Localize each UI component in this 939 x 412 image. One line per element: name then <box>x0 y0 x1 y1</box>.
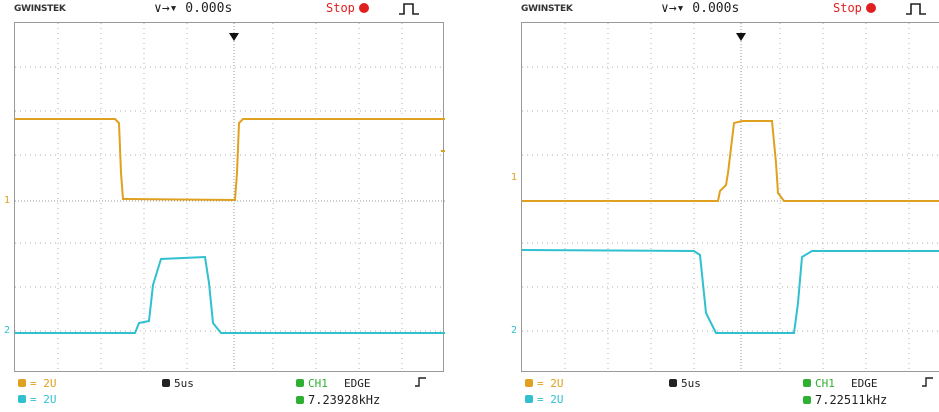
rising-edge-icon <box>415 377 426 387</box>
scope-footer: = 2U = 2U 5us CH1 EDGE 7.23928kHz <box>0 374 432 412</box>
oscilloscope-screenshot-left: GWINSTEK ∨→▾ 0.000s Stop <box>0 0 445 412</box>
graticule <box>522 23 939 373</box>
waveform-display <box>521 22 939 373</box>
trigger-marker-icon <box>229 33 239 41</box>
trigger-type-readout[interactable]: EDGE <box>851 377 878 390</box>
graticule-center <box>522 23 939 373</box>
waveform-display <box>14 22 445 373</box>
trigger-position-readout: ∨→▾ 0.000s <box>661 1 740 16</box>
trigger-position-readout: ∨→▾ 0.000s <box>154 1 233 16</box>
trigger-badge-icon <box>803 379 811 387</box>
ch2-scale-value: = 2U <box>537 393 564 406</box>
frequency-value: 7.22511kHz <box>815 393 888 407</box>
stop-dot-icon <box>865 3 876 13</box>
scope-footer: = 2U = 2U 5us CH1 EDGE 7.22511kHz <box>507 374 939 412</box>
ch1-badge-icon <box>525 379 533 387</box>
ch1-waveform <box>522 120 939 202</box>
trigger-source-readout[interactable]: CH1 <box>296 377 328 390</box>
trigger-source-value: CH1 <box>815 377 835 390</box>
run-state-indicator[interactable]: Stop <box>833 1 876 15</box>
waveform-svg <box>522 23 939 373</box>
run-state-label: Stop <box>326 1 355 15</box>
scope-header: GWINSTEK ∨→▾ 0.000s Stop <box>507 0 939 18</box>
ch2-scale-readout[interactable]: = 2U <box>525 393 564 406</box>
trigger-pulse-icon <box>399 3 419 15</box>
ch1-scale-readout[interactable]: = 2U <box>525 377 564 390</box>
ch2-badge-icon <box>525 395 533 403</box>
ch1-scale-value: = 2U <box>537 377 564 390</box>
ch1-waveform <box>15 118 445 202</box>
ch1-scale-readout[interactable]: = 2U <box>18 377 57 390</box>
oscilloscope-screenshot-right: GWINSTEK ∨→▾ 0.000s Stop <box>507 0 939 412</box>
horizontal-badge-icon <box>162 379 170 387</box>
rising-edge-icon <box>922 377 933 387</box>
frequency-readout: 7.22511kHz <box>803 393 887 407</box>
scope-header: GWINSTEK ∨→▾ 0.000s Stop <box>0 0 432 18</box>
timebase-readout[interactable]: 5us <box>162 377 194 390</box>
ch2-ground-marker[interactable]: 2 <box>511 325 518 336</box>
ch2-scale-readout[interactable]: = 2U <box>18 393 57 406</box>
frequency-badge-icon <box>803 396 811 404</box>
trigger-marker-icon <box>736 33 746 41</box>
ch2-scale-value: = 2U <box>30 393 57 406</box>
run-state-label: Stop <box>833 1 862 15</box>
ch1-ground-marker[interactable]: 1 <box>511 172 518 183</box>
graticule <box>15 23 445 373</box>
trigger-type-readout[interactable]: EDGE <box>344 377 371 390</box>
frequency-value: 7.23928kHz <box>308 393 381 407</box>
run-state-indicator[interactable]: Stop <box>326 1 369 15</box>
ch2-waveform <box>15 255 445 334</box>
graticule-center <box>15 23 445 373</box>
ch2-badge-icon <box>18 395 26 403</box>
timebase-value: 5us <box>174 377 194 390</box>
ch2-ground-marker[interactable]: 2 <box>4 325 11 336</box>
frequency-readout: 7.23928kHz <box>296 393 380 407</box>
brand-logo: GWINSTEK <box>14 4 66 14</box>
timebase-value: 5us <box>681 377 701 390</box>
stop-dot-icon <box>358 3 369 13</box>
brand-logo: GWINSTEK <box>521 4 573 14</box>
horizontal-badge-icon <box>669 379 677 387</box>
ch1-ground-marker[interactable]: 1 <box>4 195 11 206</box>
ch1-badge-icon <box>18 379 26 387</box>
trigger-source-readout[interactable]: CH1 <box>803 377 835 390</box>
trigger-badge-icon <box>296 379 304 387</box>
waveform-svg <box>15 23 445 373</box>
ch1-scale-value: = 2U <box>30 377 57 390</box>
frequency-badge-icon <box>296 396 304 404</box>
timebase-readout[interactable]: 5us <box>669 377 701 390</box>
ch2-waveform <box>522 249 939 334</box>
trigger-pulse-icon <box>906 3 926 15</box>
trigger-source-value: CH1 <box>308 377 328 390</box>
